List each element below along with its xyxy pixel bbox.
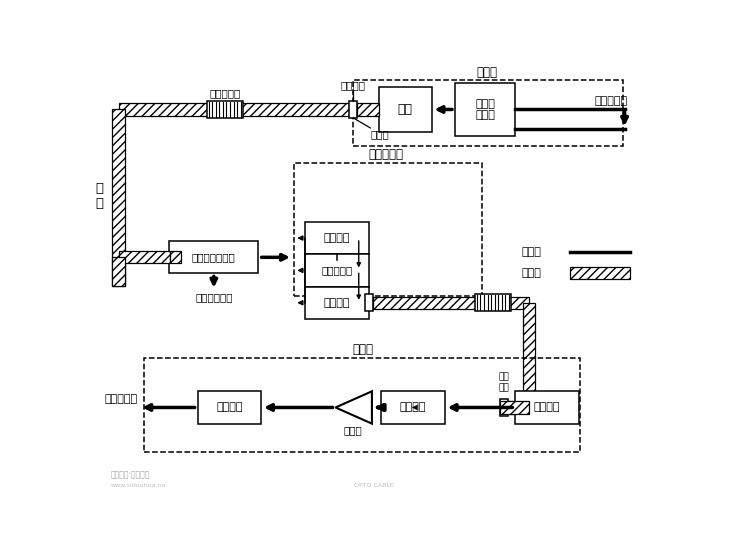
Text: 电端机
驱动器: 电端机 驱动器 [475,98,495,121]
Text: 电信号输入: 电信号输入 [594,96,628,106]
Bar [507,401,515,414]
Text: 连接器: 连接器 [371,129,389,139]
Text: 光
缆: 光 缆 [95,182,103,210]
Text: 再生中继器: 再生中继器 [368,148,404,161]
Text: 程控供电备份: 程控供电备份 [195,292,232,302]
Bar [306,286,369,319]
Text: 光信号: 光信号 [521,268,542,278]
Bar [113,109,125,286]
Bar [306,254,369,286]
Bar [197,392,261,424]
Text: www.sldouhua.no: www.sldouhua.no [111,483,166,488]
Bar [170,251,181,263]
Bar [349,101,357,118]
Bar [379,87,431,132]
Text: 光纤终端盒: 光纤终端盒 [209,88,240,98]
Bar [373,296,529,309]
Text: 电信号输出: 电信号输出 [105,394,138,404]
Text: 放大器: 放大器 [344,425,363,435]
Bar [500,401,529,414]
Bar [523,302,535,417]
Bar [295,163,482,296]
Text: 光收发器: 光收发器 [324,233,350,243]
Bar [118,103,349,116]
Bar [170,241,258,274]
Bar [144,358,580,452]
Polygon shape [336,392,372,424]
Text: 光耦合器: 光耦合器 [400,403,426,413]
Bar [475,294,511,311]
Bar [353,80,623,145]
Bar [500,399,507,416]
Bar [515,392,579,424]
Bar [382,392,444,424]
Text: 信光
处频: 信光 处频 [499,373,509,392]
Text: 光调制器: 光调制器 [341,80,366,90]
Bar [365,294,373,311]
Text: 接收端: 接收端 [352,343,373,356]
Bar [455,84,515,135]
Text: 宽带通讯·数码研究: 宽带通讯·数码研究 [111,470,150,479]
Bar [113,257,125,286]
Text: 光纤收发合束器: 光纤收发合束器 [192,252,235,262]
Text: 信号判决: 信号判决 [216,403,243,413]
Text: OPTO CABLE: OPTO CABLE [355,483,394,488]
Text: 充填端: 充填端 [476,66,497,79]
Bar [207,101,243,118]
Bar [570,267,630,279]
Bar [306,222,369,254]
Bar [118,251,170,263]
Text: 电信号: 电信号 [521,247,542,257]
Text: 电再生电路: 电再生电路 [322,265,352,275]
Bar [357,103,379,116]
Text: 光源: 光源 [398,103,413,116]
Text: 光发射器: 光发射器 [324,298,350,308]
Text: 光放大器: 光放大器 [534,403,561,413]
